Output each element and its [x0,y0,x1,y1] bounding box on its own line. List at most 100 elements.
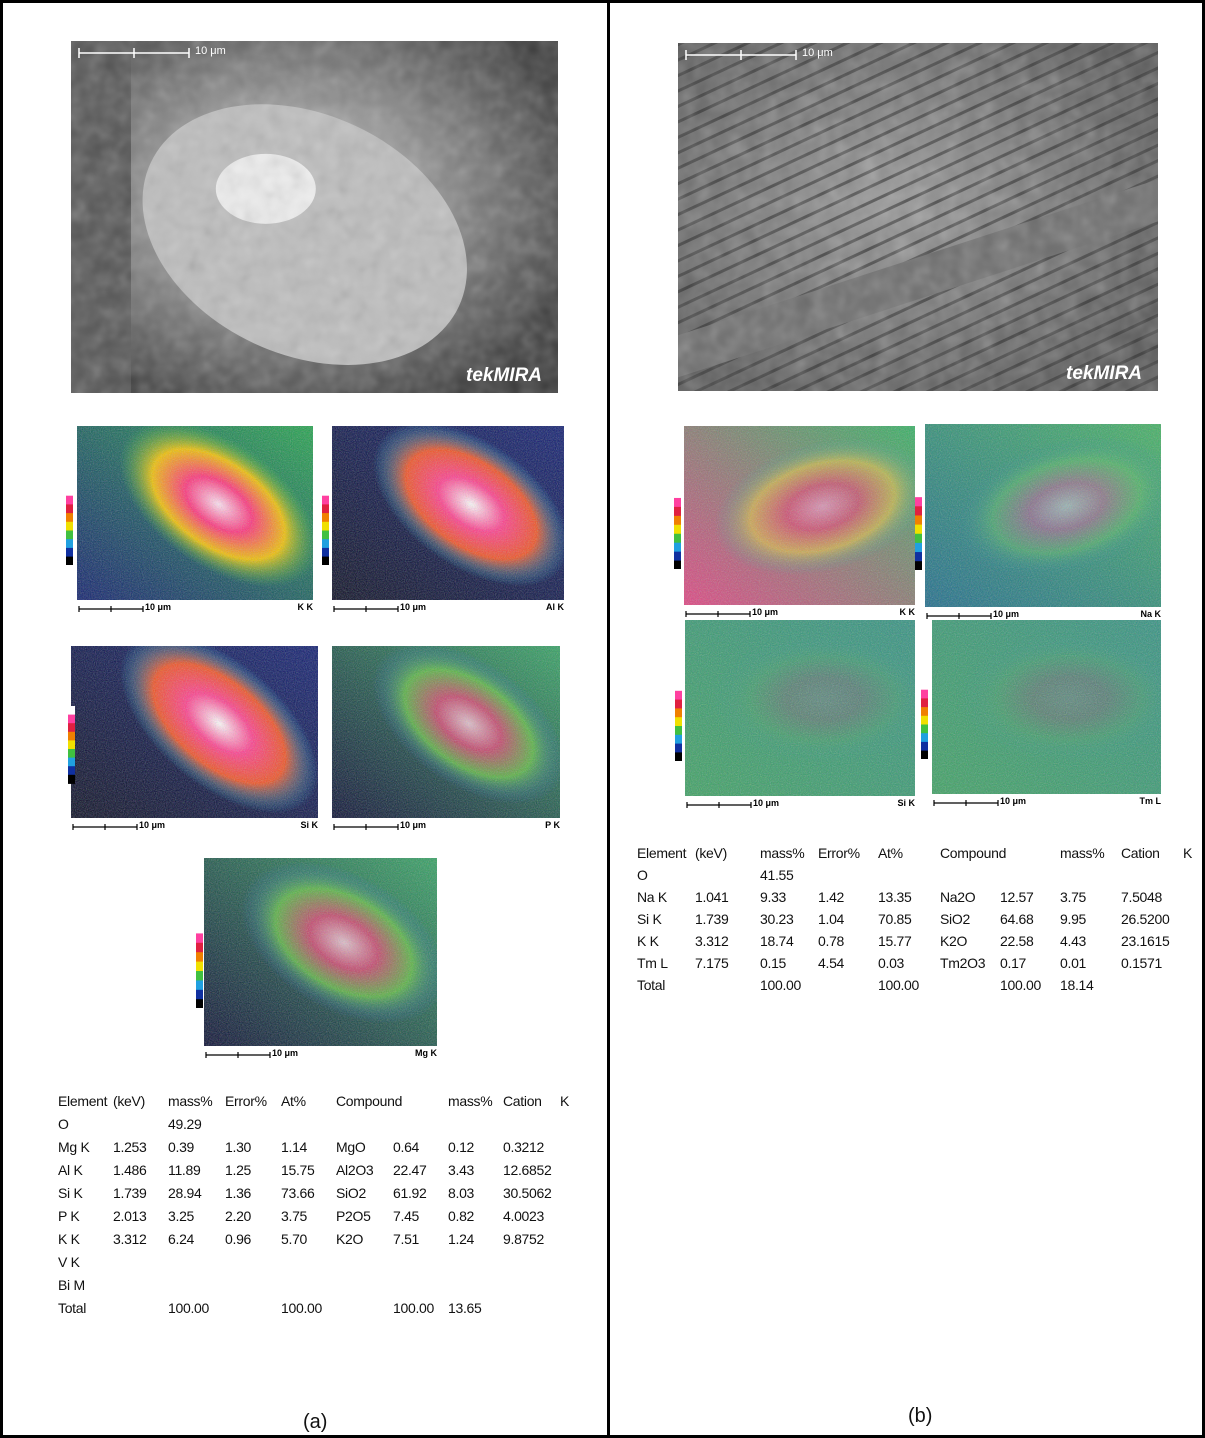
table-cell: 26.5200 [1121,911,1170,927]
map-element: K K [298,602,314,612]
scale-bar [332,604,402,614]
watermark: tekMIRA [1066,363,1142,385]
element-map [332,646,560,818]
table-cell: P K [58,1208,79,1224]
table-header: Element [637,845,686,861]
table-header: mass% [760,845,804,861]
table-cell: 1.041 [695,889,729,905]
table-cell: 28.94 [168,1185,202,1201]
table-cell: 1.04 [818,911,844,927]
table-cell: 49.29 [168,1116,202,1132]
table-cell: 64.68 [1000,911,1034,927]
table-cell: Total [637,977,665,993]
table-cell: 6.24 [168,1231,194,1247]
table-header: Compound [940,845,1006,861]
color-bar [68,706,75,783]
table-cell: 1.486 [113,1162,147,1178]
table-cell: 13.65 [448,1300,482,1316]
table-cell: 0.1571 [1121,955,1162,971]
table-cell: 0.3212 [503,1139,544,1155]
scale-label: 10 μm [802,47,833,59]
table-cell: Al K [58,1162,82,1178]
table-cell: O [58,1116,69,1132]
table-cell: 3.25 [168,1208,194,1224]
table-cell: 1.253 [113,1139,147,1155]
table-cell: 2.013 [113,1208,147,1224]
table-cell: Mg K [58,1139,89,1155]
scale-label: 10 μm [1000,796,1026,806]
map-element: Mg K [415,1048,437,1058]
element-map [77,426,313,600]
caption: (b) [908,1405,932,1428]
table-cell: 9.33 [760,889,786,905]
table-cell: 0.17 [1000,955,1026,971]
table-cell: K2O [336,1231,363,1247]
table-cell: 61.92 [393,1185,427,1201]
table-cell: 13.35 [878,889,912,905]
table-header: At% [281,1093,306,1109]
table-cell: 4.43 [1060,933,1086,949]
table-cell: 1.14 [281,1139,307,1155]
scale-bar [71,822,141,832]
scale-bar [685,800,755,810]
table-cell: 12.57 [1000,889,1034,905]
table-cell: Si K [637,911,661,927]
table-cell: O [637,867,648,883]
table-cell: Na2O [940,889,975,905]
color-bar [915,488,922,570]
table-cell: 3.75 [281,1208,307,1224]
table-header: mass% [168,1093,212,1109]
table-header: mass% [448,1093,492,1109]
color-bar [921,681,928,759]
table-header: Error% [225,1093,267,1109]
scale-label: 10 μm [753,798,779,808]
table-cell: 0.01 [1060,955,1086,971]
table-cell: 11.89 [168,1162,201,1178]
element-map [925,424,1161,607]
table-cell: 73.66 [281,1185,315,1201]
table-cell: 5.70 [281,1231,307,1247]
table-cell: Tm2O3 [940,955,985,971]
table-cell: 7.51 [393,1231,419,1247]
map-element: Na K [1140,609,1161,619]
scale-label: 10 μm [400,602,426,612]
table-cell: 1.739 [695,911,729,927]
table-cell: 22.47 [393,1162,427,1178]
table-cell: 12.6852 [503,1162,552,1178]
table-header: mass% [1060,845,1104,861]
table-cell: 0.96 [225,1231,251,1247]
map-element: K K [900,607,916,617]
table-cell: 3.75 [1060,889,1086,905]
table-cell: SiO2 [940,911,970,927]
table-cell: 70.85 [878,911,912,927]
table-cell: 3.312 [113,1231,147,1247]
table-cell: Bi M [58,1277,85,1293]
table-cell: 7.5048 [1121,889,1162,905]
scale-label: 10 μm [195,45,226,57]
table-cell: K K [637,933,659,949]
element-map [204,858,437,1046]
table-cell: 41.55 [760,867,794,883]
table-cell: 100.00 [168,1300,209,1316]
color-bar [66,487,73,565]
table-cell: 7.45 [393,1208,419,1224]
table-cell: 0.39 [168,1139,194,1155]
panel-divider [607,3,610,1435]
table-cell: MgO [336,1139,365,1155]
table-header: (keV) [113,1093,145,1109]
table-header: Cation [1121,845,1160,861]
table-header: At% [878,845,903,861]
table-cell: 0.82 [448,1208,474,1224]
table-cell: 18.74 [760,933,794,949]
table-cell: 23.1615 [1121,933,1170,949]
scale-bar [77,604,147,614]
table-cell: 2.20 [225,1208,251,1224]
table-header: K [1183,845,1192,861]
table-cell: P2O5 [336,1208,371,1224]
table-cell: 0.78 [818,933,844,949]
table-header: Cation [503,1093,542,1109]
map-element: P K [545,820,560,830]
table-cell: V K [58,1254,80,1270]
table-cell: 9.95 [1060,911,1086,927]
table-cell: 4.0023 [503,1208,544,1224]
